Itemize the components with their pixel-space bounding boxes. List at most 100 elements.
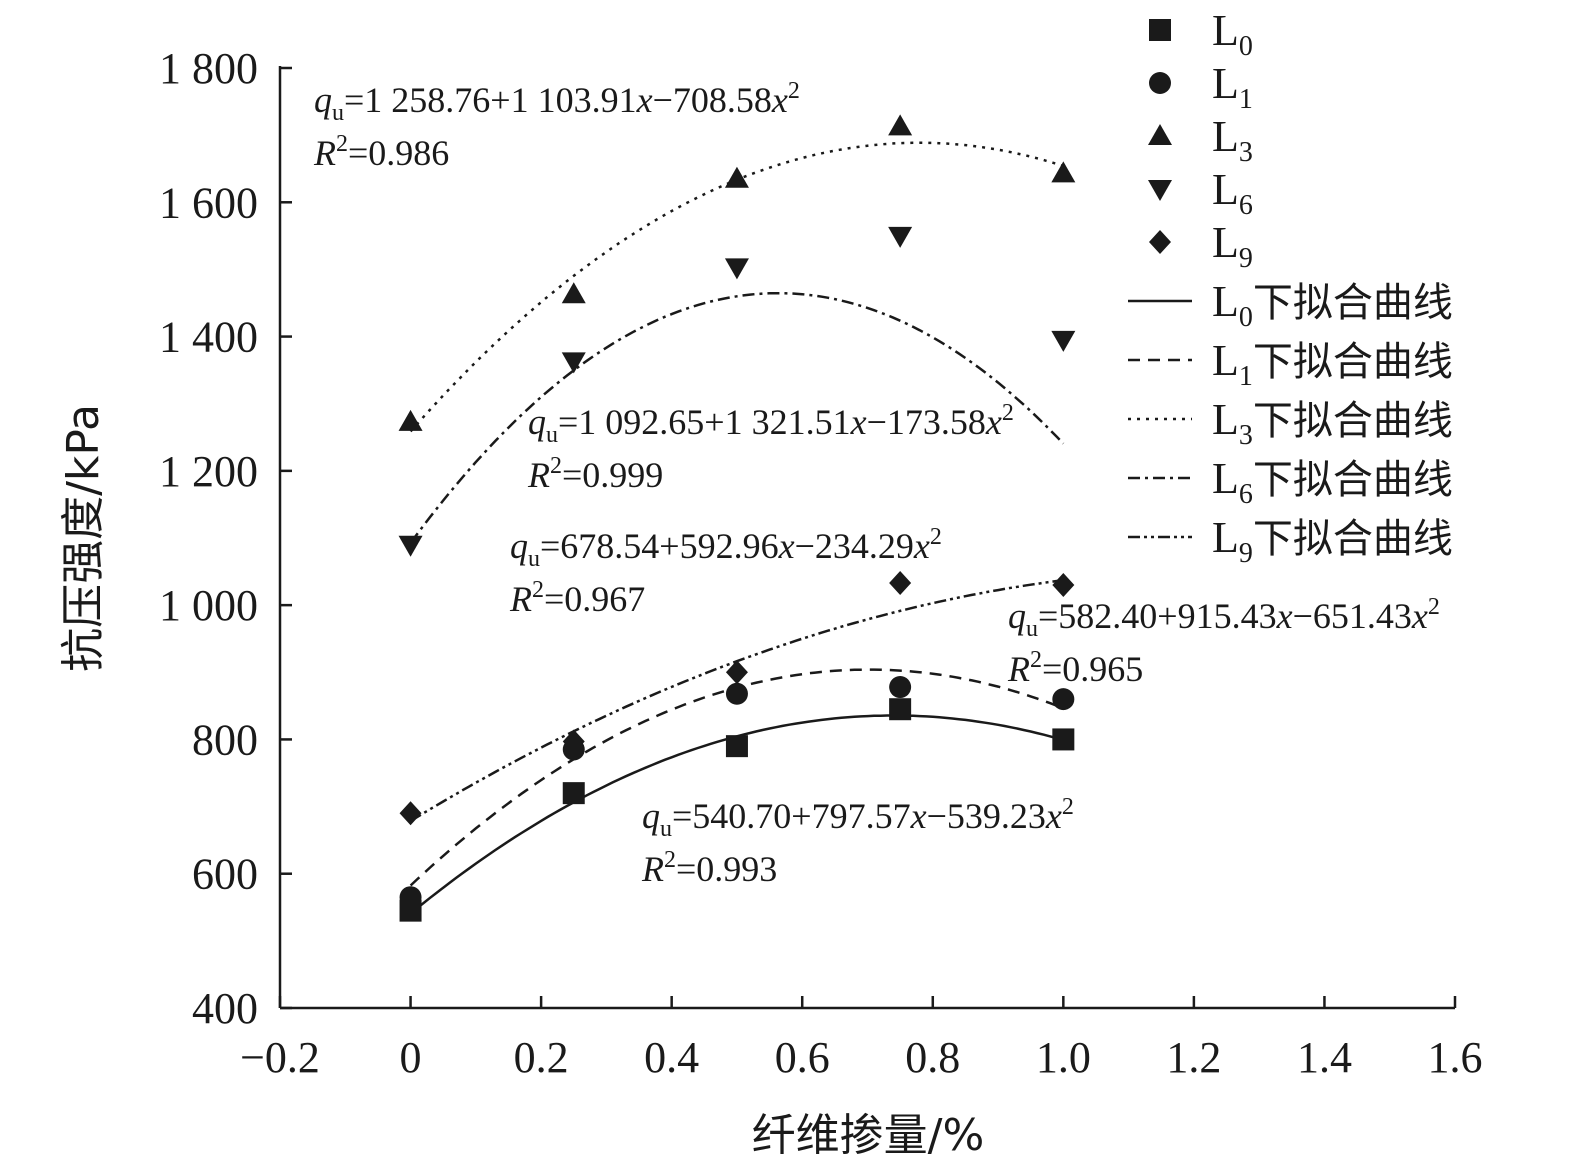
- r2-R: R: [313, 133, 336, 173]
- r-squared-L9下拟合曲线: R2=0.967: [509, 577, 645, 619]
- data-point-L1: [725, 682, 748, 705]
- x-tick-label: 0.8: [905, 1033, 960, 1082]
- data-point-L6: [398, 535, 423, 557]
- data-point-L1: [399, 886, 422, 909]
- y-tick-label: 1 800: [159, 44, 258, 93]
- legend-suffix: 下拟合曲线: [1253, 457, 1453, 503]
- eq-x2: x: [913, 526, 930, 566]
- data-point-L0: [1052, 728, 1075, 751]
- x-tick-label: 0.4: [644, 1033, 699, 1082]
- legend-marker-L3: [1148, 124, 1172, 145]
- y-tick-label: 600: [192, 850, 258, 899]
- eq-q: q: [510, 526, 528, 566]
- eq-head: =678.54+592.96: [540, 526, 779, 566]
- data-point-L6: [888, 226, 913, 248]
- eq-q: q: [642, 796, 660, 836]
- eq-x2: x: [1045, 796, 1062, 836]
- legend-sub: 6: [1239, 190, 1253, 221]
- legend-label-L1下拟合曲线: L1下拟合曲线: [1212, 336, 1453, 392]
- legend-label-L9: L9: [1212, 218, 1253, 274]
- legend-base: L: [1212, 336, 1239, 385]
- r2-value: =0.965: [1042, 649, 1143, 689]
- r-squared-L6下拟合曲线: R2=0.999: [527, 453, 663, 495]
- legend-marker-L6: [1148, 180, 1172, 201]
- data-point-L0: [889, 698, 912, 721]
- legend-sub: 3: [1239, 137, 1253, 168]
- legend-sub: 6: [1239, 479, 1253, 510]
- eq-sub-u: u: [332, 100, 344, 126]
- legend-label-L0下拟合曲线: L0下拟合曲线: [1212, 277, 1453, 333]
- r2-R: R: [1007, 649, 1030, 689]
- x-tick-label: 0.6: [775, 1033, 830, 1082]
- y-tick-label: 1 200: [159, 447, 258, 496]
- x-tick-label: −0.2: [240, 1033, 320, 1082]
- equation-L9下拟合曲线: qu=678.54+592.96x−234.29x2: [510, 524, 942, 572]
- legend-marker-L0: [1149, 19, 1171, 41]
- data-point-L9: [725, 660, 748, 685]
- legend-marker-L1: [1149, 72, 1171, 94]
- x-tick-label: 1.6: [1428, 1033, 1483, 1082]
- data-point-L3: [398, 409, 423, 431]
- legend-suffix: 下拟合曲线: [1253, 398, 1453, 444]
- legend-label-L9下拟合曲线: L9下拟合曲线: [1212, 513, 1453, 569]
- eq-head: =1 258.76+1 103.91: [344, 80, 637, 120]
- equation-L1下拟合曲线: qu=582.40+915.43x−651.43x2: [1008, 594, 1440, 642]
- legend-sub: 1: [1239, 84, 1253, 115]
- r2-sup: 2: [550, 453, 562, 479]
- r2-sup: 2: [336, 131, 348, 157]
- r2-sup: 2: [532, 577, 544, 603]
- y-tick-label: 400: [192, 984, 258, 1033]
- data-point-L1: [1052, 688, 1075, 711]
- x-tick-label: 0.2: [514, 1033, 569, 1082]
- data-point-L3: [1051, 161, 1076, 183]
- r2-R: R: [509, 579, 532, 619]
- legend-sub: 9: [1239, 243, 1253, 274]
- data-point-L1: [889, 676, 912, 699]
- legend-base: L: [1212, 218, 1239, 267]
- data-point-L0: [562, 782, 585, 805]
- eq-sup-2: 2: [930, 524, 942, 550]
- eq-sup-2: 2: [788, 78, 800, 104]
- x-tick-label: 1.0: [1036, 1033, 1091, 1082]
- r2-R: R: [641, 849, 664, 889]
- r2-R: R: [527, 455, 550, 495]
- eq-sub-u: u: [1026, 616, 1038, 642]
- legend-base: L: [1212, 6, 1239, 55]
- legend-base: L: [1212, 112, 1239, 161]
- data-point-L6: [561, 352, 586, 374]
- y-tick-label: 1 600: [159, 178, 258, 227]
- fit-curve-L6下拟合曲线: [409, 291, 1065, 544]
- data-point-L3: [561, 282, 586, 304]
- equation-L0下拟合曲线: qu=540.70+797.57x−539.23x2: [642, 794, 1074, 842]
- r2-value: =0.967: [544, 579, 645, 619]
- equation-L6下拟合曲线: qu=1 092.65+1 321.51x−173.58x2: [528, 400, 1014, 448]
- legend-label-L6下拟合曲线: L6下拟合曲线: [1212, 454, 1453, 510]
- legend-sub: 9: [1239, 538, 1253, 569]
- x-tick-label: 1.4: [1297, 1033, 1352, 1082]
- r2-sup: 2: [664, 847, 676, 873]
- r-squared-L3下拟合曲线: R2=0.986: [313, 131, 449, 173]
- eq-mid: −173.58: [867, 402, 986, 442]
- data-point-L6: [724, 258, 749, 280]
- y-tick-label: 800: [192, 715, 258, 764]
- legend-base: L: [1212, 513, 1239, 562]
- eq-x: x: [850, 402, 867, 442]
- eq-head: =540.70+797.57: [672, 796, 911, 836]
- data-point-L9: [889, 570, 912, 595]
- eq-mid: −539.23: [927, 796, 1046, 836]
- r2-value: =0.999: [562, 455, 663, 495]
- legend-sub: 1: [1239, 361, 1253, 392]
- legend-marker-L9: [1149, 230, 1171, 254]
- data-point-L3: [724, 166, 749, 188]
- r-squared-L0下拟合曲线: R2=0.993: [641, 847, 777, 889]
- eq-x: x: [778, 526, 795, 566]
- r2-sup: 2: [1030, 647, 1042, 673]
- legend-label-L3: L3: [1212, 112, 1253, 168]
- eq-x2: x: [771, 80, 788, 120]
- equation-L3下拟合曲线: qu=1 258.76+1 103.91x−708.58x2: [314, 78, 800, 126]
- legend-label-L6: L6: [1212, 165, 1253, 221]
- data-point-L9: [1052, 573, 1075, 597]
- legend-label-L0: L0: [1212, 6, 1253, 62]
- eq-head: =582.40+915.43: [1038, 596, 1277, 636]
- r2-value: =0.986: [348, 133, 449, 173]
